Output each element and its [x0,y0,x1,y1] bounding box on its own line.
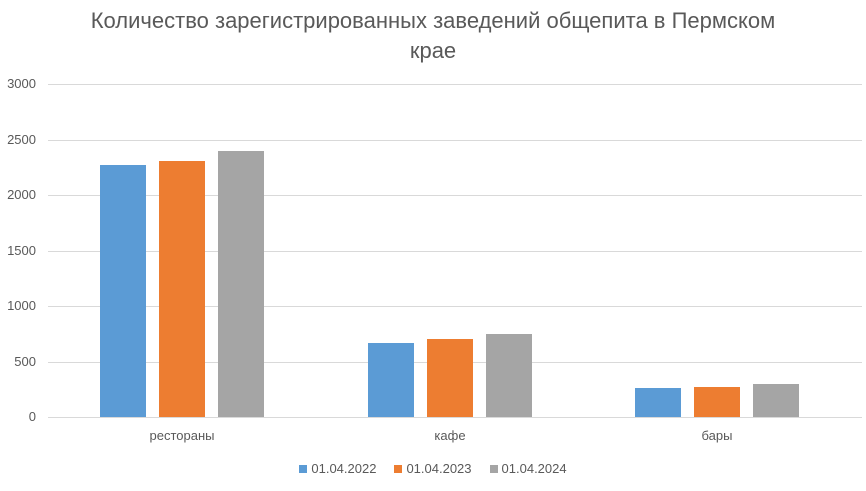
chart-title-line-2: крае [409,38,457,63]
chart-title: Количество зарегистрированных заведений … [0,6,866,66]
legend-swatch-icon [299,464,308,473]
gridline [48,417,862,418]
gridline [48,84,862,85]
y-tick-label: 3000 [7,76,36,91]
legend-swatch-icon [394,464,403,473]
gridline [48,250,862,252]
gridline [48,306,862,307]
legend-item: 01.04.2023 [394,461,472,476]
legend-label: 01.04.2023 [406,461,472,476]
x-tick-label: кафе [434,428,466,443]
bar [159,161,205,417]
y-tick-label: 1000 [7,298,36,313]
x-tick-label: бары [701,428,733,443]
y-tick-label: 2000 [7,187,36,202]
legend-item: 01.04.2022 [299,461,376,476]
gridline [48,139,862,141]
x-tick-label: рестораны [149,428,215,443]
legend-item: 01.04.2024 [489,461,567,476]
bar [368,342,414,417]
y-tick-label: 0 [28,409,36,424]
bar [694,386,740,417]
legend-label: 01.04.2024 [501,461,567,476]
legend-swatch-icon [489,464,498,473]
legend-label: 01.04.2022 [311,461,377,476]
gridline [48,195,862,196]
chart-title-line-1: Количество зарегистрированных заведений … [90,8,776,33]
legend: 01.04.2022 01.04.2023 01.04.2024 [0,461,866,476]
bar [486,333,532,417]
y-tick-label: 2500 [7,131,36,147]
bar [218,151,264,417]
bar [100,165,146,417]
bar [427,338,473,417]
bar [635,388,681,417]
y-tick-label: 1500 [7,242,36,258]
bar [753,384,799,417]
y-tick-label: 500 [14,353,36,369]
